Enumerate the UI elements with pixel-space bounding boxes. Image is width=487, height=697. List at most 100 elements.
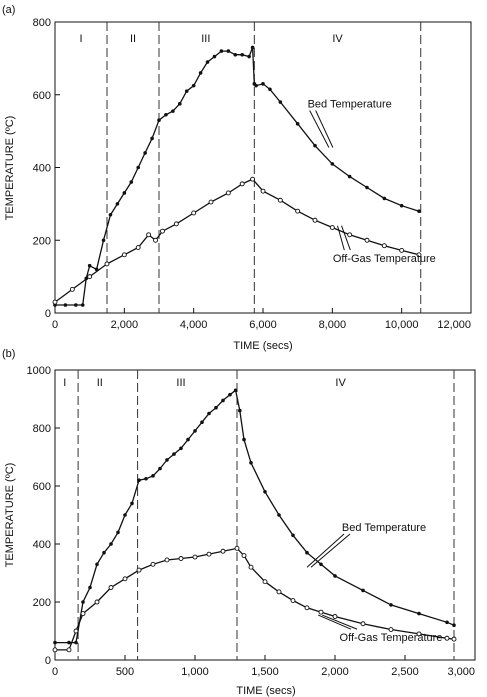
panel-a-point-off-gas-temperature — [191, 210, 197, 216]
panel-b-point-off-gas-temperature — [234, 545, 240, 551]
panel-b-ytick-label: 200 — [33, 597, 51, 609]
panel-b-point-bed-temperature — [67, 640, 71, 645]
panel-a-phase-label: III — [201, 33, 210, 45]
panel-a-xlabel: TIME (secs) — [233, 340, 292, 352]
panel-a-annotation-leader — [315, 110, 334, 148]
panel-a-annotation: Bed Temperature — [308, 98, 392, 110]
panel-a-annotation-leader — [341, 225, 351, 251]
panel-a-point-bed-temperature — [365, 185, 369, 190]
panel-b-xtick-label: 500 — [116, 666, 134, 678]
panel-b-annotation-leader — [322, 614, 358, 630]
panel-b-point-off-gas-temperature — [451, 636, 457, 642]
panel-b-xtick-label: 2,000 — [321, 666, 349, 678]
panel-b-phase-label: II — [97, 377, 103, 389]
panel-a-point-bed-temperature — [313, 143, 317, 148]
panel-a-point-bed-temperature — [233, 52, 238, 57]
panel-b-point-bed-temperature — [233, 388, 238, 393]
panel-a-point-bed-temperature — [108, 212, 113, 217]
panel-a-xtick-label: 8,000 — [319, 319, 347, 331]
panel-b-ytick-label: 1000 — [27, 365, 51, 377]
panel-b-point-bed-temperature — [186, 437, 190, 442]
panel-b-xlabel: TIME (secs) — [236, 685, 295, 697]
panel-b-point-off-gas-temperature — [444, 635, 450, 641]
panel-a-point-bed-temperature — [150, 136, 154, 141]
panel-b-point-off-gas-temperature — [304, 605, 310, 611]
panel-a-point-bed-temperature — [247, 54, 251, 59]
panel-a-point-off-gas-temperature — [277, 197, 283, 203]
panel-b-point-off-gas-temperature — [241, 553, 247, 559]
panel-a-xtick-label: 0 — [52, 319, 58, 331]
panel-a-xtick-label: 2,000 — [111, 319, 139, 331]
panel-a-point-bed-temperature — [347, 174, 352, 179]
panel-b-point-off-gas-temperature — [108, 585, 114, 590]
panel-a-point-bed-temperature — [80, 303, 85, 307]
panel-a-ytick-label: 600 — [33, 90, 51, 102]
panel-a-point-bed-temperature — [382, 196, 387, 201]
panel-a-point-bed-temperature — [178, 102, 182, 106]
panel-b-point-off-gas-temperature — [150, 561, 156, 567]
panel-a-point-off-gas-temperature — [104, 261, 110, 267]
panel-b-point-off-gas-temperature — [66, 647, 72, 653]
panel-b-point-bed-temperature — [172, 452, 176, 456]
panel-b-point-bed-temperature — [319, 562, 323, 567]
panel-b-point-bed-temperature — [305, 550, 309, 555]
panel-a-point-bed-temperature — [63, 303, 68, 307]
panel-a-point-off-gas-temperature — [225, 190, 231, 196]
panel-b-phase-label: IV — [335, 377, 346, 389]
panel-a-ytick-label: 400 — [33, 163, 51, 175]
panel-a-point-bed-temperature — [129, 180, 134, 184]
panel-b-point-off-gas-temperature — [276, 589, 282, 595]
panel-a-point-off-gas-temperature — [173, 221, 179, 227]
panel-b-xtick-label: 1,000 — [181, 666, 209, 678]
panel-b-ytick-label: 800 — [33, 423, 51, 435]
panel-b-point-bed-temperature — [74, 640, 78, 645]
panel-b-point-bed-temperature — [452, 623, 456, 627]
panel-b-label: (b) — [2, 348, 15, 360]
panel-b-point-bed-temperature — [238, 408, 242, 413]
panel-a-point-bed-temperature — [164, 112, 168, 117]
panel-a-point-bed-temperature — [417, 209, 421, 213]
panel-a-point-bed-temperature — [136, 165, 140, 170]
panel-b-xtick-label: 3,000 — [447, 666, 475, 678]
panel-a-point-off-gas-temperature — [239, 181, 245, 187]
panel-b-point-bed-temperature — [207, 411, 211, 416]
panel-b-point-off-gas-temperature — [220, 548, 226, 554]
panel-b-point-off-gas-temperature — [122, 576, 128, 582]
panel-a-point-bed-temperature — [254, 83, 258, 88]
panel-b-point-off-gas-temperature — [318, 609, 324, 615]
panel-a-point-bed-temperature — [157, 118, 161, 123]
panel-a-phase-label: I — [79, 33, 82, 45]
panel-b-point-bed-temperature — [151, 474, 155, 478]
panel-b-point-bed-temperature — [193, 429, 197, 433]
panel-a-point-bed-temperature — [74, 303, 78, 307]
panel-b-point-off-gas-temperature — [262, 579, 268, 585]
panel-a-series-line-bed-temperature — [55, 47, 420, 306]
panel-a-point-bed-temperature — [399, 203, 404, 208]
panel-b-point-bed-temperature — [95, 562, 99, 567]
panel-b-annotation-leader — [318, 614, 352, 630]
panel-b-point-off-gas-temperature — [388, 627, 394, 632]
panel-a-point-bed-temperature — [205, 60, 210, 64]
panel-a-ytick-label: 800 — [33, 17, 51, 29]
panel-b-xtick-label: 1,500 — [251, 666, 279, 678]
panel-b-ylabel: TEMPERATURE (ºC) — [4, 463, 16, 568]
panel-a-phase-label: IV — [332, 33, 343, 45]
panel-b-point-off-gas-temperature — [94, 599, 100, 605]
panel-b-point-bed-temperature — [214, 405, 218, 410]
panel-a-point-bed-temperature — [122, 191, 127, 195]
panel-a-point-off-gas-temperature — [250, 176, 256, 182]
panel-b-xtick-label: 2,500 — [391, 666, 419, 678]
panel-b-point-bed-temperature — [221, 398, 225, 403]
panel-b-point-off-gas-temperature — [73, 628, 79, 634]
panel-b-point-bed-temperature — [158, 466, 162, 471]
panel-b-point-bed-temperature — [417, 611, 421, 616]
panel-b-annotation-leader — [310, 533, 351, 568]
panel-a-point-bed-temperature — [115, 202, 120, 206]
panel-a-point-off-gas-temperature — [347, 232, 353, 238]
panel-a-plot-frame — [54, 21, 472, 314]
panel-a-point-off-gas-temperature — [260, 188, 266, 194]
panel-b-point-bed-temperature — [53, 640, 57, 645]
panel-a-point-bed-temperature — [278, 100, 283, 104]
panel-a-ytick-label: 0 — [45, 308, 51, 320]
